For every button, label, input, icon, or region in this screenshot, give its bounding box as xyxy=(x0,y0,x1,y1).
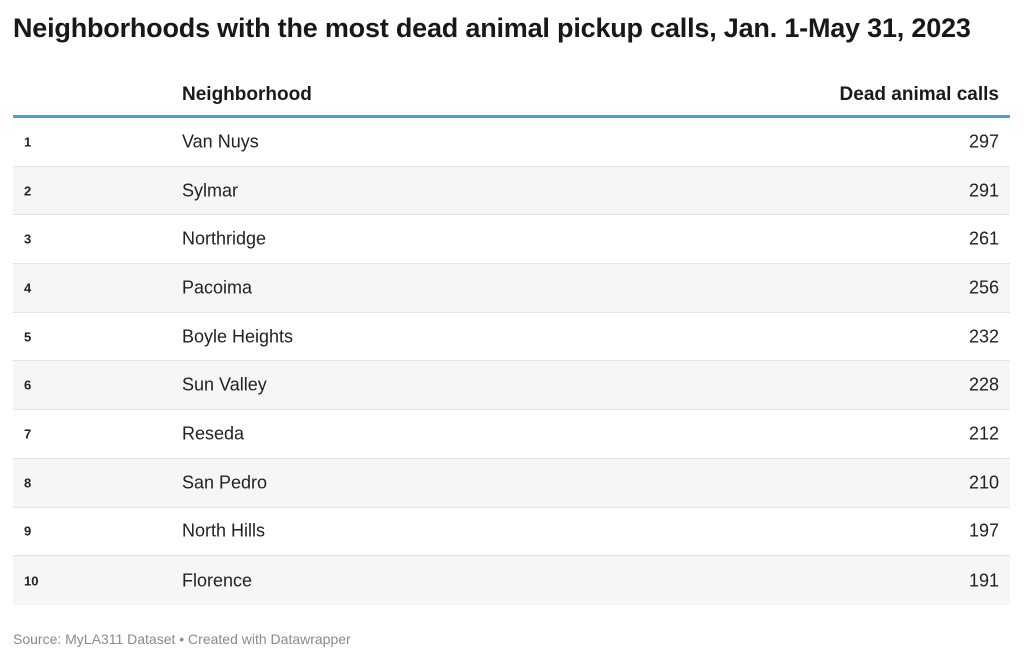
calls-cell: 232 xyxy=(968,326,999,347)
table-row: 5 Boyle Heights 232 xyxy=(13,313,1010,362)
neighborhood-cell: Reseda xyxy=(182,423,245,444)
calls-cell: 228 xyxy=(968,374,999,395)
neighborhood-cell: Sylmar xyxy=(182,180,239,201)
rank-cell: 9 xyxy=(24,523,32,539)
table-row: 8 San Pedro 210 xyxy=(13,458,1010,508)
neighborhood-cell: Sun Valley xyxy=(182,374,267,395)
chart-title: Neighborhoods with the most dead animal … xyxy=(13,13,971,43)
data-table: Neighborhood Dead animal calls 1 Van Nuys… xyxy=(13,72,1010,605)
table-row: 1 Van Nuys 297 xyxy=(13,118,1010,167)
table-row: 3 Northridge 261 xyxy=(13,215,1010,265)
neighborhood-cell: Florence xyxy=(182,570,253,591)
rank-cell: 4 xyxy=(24,280,32,296)
neighborhood-cell: San Pedro xyxy=(182,472,268,493)
table-row: 10 Florence 191 xyxy=(13,556,1010,605)
rank-cell: 7 xyxy=(24,426,32,442)
rank-cell: 10 xyxy=(24,573,39,589)
neighborhood-cell: Van Nuys xyxy=(182,131,259,152)
rank-cell: 8 xyxy=(24,475,32,491)
calls-cell: 291 xyxy=(968,180,999,201)
neighborhood-cell: Boyle Heights xyxy=(182,326,294,347)
source-footer: Source: MyLA311 Dataset • Created with D… xyxy=(13,631,351,647)
column-header-neighborhood: Neighborhood xyxy=(182,84,312,105)
rank-cell: 3 xyxy=(24,231,32,247)
neighborhood-cell: North Hills xyxy=(182,520,266,541)
table-row: 9 North Hills 197 xyxy=(13,508,1010,557)
calls-cell: 261 xyxy=(968,228,999,249)
rank-cell: 6 xyxy=(24,377,32,393)
neighborhood-cell: Northridge xyxy=(182,228,267,249)
rank-cell: 2 xyxy=(24,183,32,199)
table-row: 4 Pacoima 256 xyxy=(13,264,1010,313)
calls-cell: 256 xyxy=(968,277,999,298)
rank-cell: 5 xyxy=(24,329,32,345)
calls-cell: 210 xyxy=(968,472,999,493)
neighborhood-cell: Pacoima xyxy=(182,277,253,298)
table-row: 7 Reseda 212 xyxy=(13,410,1010,459)
calls-cell: 197 xyxy=(968,520,999,541)
rank-cell: 1 xyxy=(24,134,32,150)
column-header-calls: Dead animal calls xyxy=(839,84,999,105)
calls-cell: 191 xyxy=(968,570,999,591)
table-row: 6 Sun Valley 228 xyxy=(13,361,1010,411)
calls-cell: 212 xyxy=(968,423,999,444)
table-header: Neighborhood Dead animal calls xyxy=(13,72,1010,118)
table-body: 1 Van Nuys 297 2 Sylmar 291 3 Northridge 261 4 Pac… xyxy=(13,118,1010,605)
table-row: 2 Sylmar 291 xyxy=(13,166,1010,216)
calls-cell: 297 xyxy=(968,131,999,152)
